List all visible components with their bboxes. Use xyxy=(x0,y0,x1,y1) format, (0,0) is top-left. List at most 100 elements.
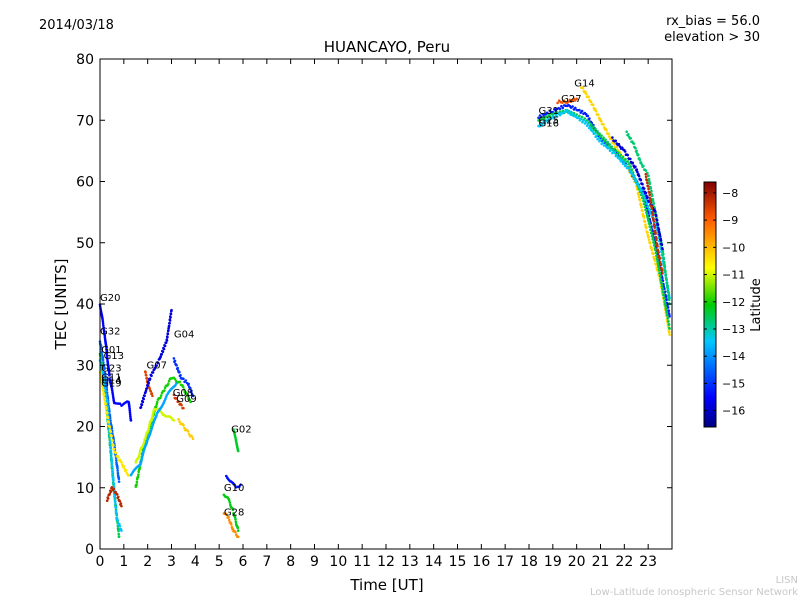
data-point xyxy=(190,435,194,438)
data-point xyxy=(666,317,670,320)
x-tick-label: 18 xyxy=(520,554,538,570)
data-point xyxy=(178,420,181,424)
data-point xyxy=(162,347,166,351)
data-point xyxy=(612,142,616,145)
data-point xyxy=(128,411,132,414)
data-point xyxy=(644,172,648,176)
data-point xyxy=(116,471,120,475)
data-point xyxy=(666,291,670,294)
data-point xyxy=(570,112,574,115)
series-G04-tail xyxy=(172,357,195,398)
data-point xyxy=(104,377,107,381)
data-point xyxy=(191,394,195,398)
data-point xyxy=(100,350,103,354)
data-point xyxy=(619,153,623,157)
data-point xyxy=(599,117,602,121)
data-point xyxy=(599,119,603,123)
data-point xyxy=(577,116,580,119)
data-point xyxy=(656,258,659,261)
data-point xyxy=(141,455,144,459)
data-point xyxy=(109,446,113,450)
data-point xyxy=(597,137,600,140)
data-point xyxy=(647,177,651,181)
data-point xyxy=(624,157,627,161)
data-point xyxy=(105,499,109,503)
data-point xyxy=(177,400,180,403)
data-point xyxy=(646,196,649,199)
data-point xyxy=(128,407,131,411)
data-point xyxy=(579,117,583,121)
data-point xyxy=(102,326,105,329)
data-point xyxy=(102,376,105,380)
data-point xyxy=(665,311,669,314)
data-point xyxy=(637,153,640,157)
data-point xyxy=(668,333,671,336)
satellite-label: G14 xyxy=(574,79,594,90)
data-point xyxy=(142,442,145,446)
data-point xyxy=(663,300,667,303)
data-point xyxy=(599,139,602,142)
data-point xyxy=(591,130,595,133)
data-point xyxy=(602,123,605,126)
data-point xyxy=(538,124,542,128)
data-point xyxy=(108,374,111,377)
data-point xyxy=(114,506,118,510)
data-point xyxy=(641,209,644,213)
data-point xyxy=(565,108,569,112)
data-point xyxy=(636,170,639,174)
series-G11 xyxy=(105,486,123,508)
x-tick-label: 19 xyxy=(544,554,562,570)
data-point xyxy=(119,502,123,505)
data-point xyxy=(668,327,671,330)
data-point xyxy=(651,234,654,237)
data-point xyxy=(661,250,665,253)
data-point xyxy=(109,442,112,446)
data-point xyxy=(595,134,598,137)
data-point xyxy=(659,274,662,278)
data-point xyxy=(640,163,644,166)
data-point xyxy=(160,353,164,356)
satellite-label: G28 xyxy=(224,507,244,518)
data-point xyxy=(141,400,145,404)
data-point xyxy=(627,167,631,170)
data-point xyxy=(648,182,652,185)
data-point xyxy=(637,195,641,198)
data-point xyxy=(642,199,646,202)
data-point xyxy=(235,533,238,536)
data-point xyxy=(117,480,121,483)
data-point xyxy=(183,426,186,430)
receiver-settings: rx_bias = 56.0 elevation > 30 xyxy=(664,14,760,46)
data-point xyxy=(114,451,118,455)
data-point xyxy=(654,232,657,236)
data-point xyxy=(117,477,121,481)
data-point xyxy=(561,106,565,110)
data-point xyxy=(110,486,114,489)
data-point xyxy=(103,367,106,371)
data-point xyxy=(118,500,122,503)
data-point xyxy=(614,139,617,143)
data-point xyxy=(591,103,595,107)
data-point xyxy=(646,181,649,185)
data-point xyxy=(588,126,592,129)
data-point xyxy=(111,432,114,435)
data-point xyxy=(580,109,584,113)
data-point xyxy=(644,175,648,179)
series-G13 xyxy=(98,359,123,532)
data-point xyxy=(173,377,177,381)
data-point xyxy=(660,243,664,247)
data-point xyxy=(120,504,123,508)
data-point xyxy=(574,106,577,110)
colorbar-ticks: −8 −9 −10 −11 −12 −13 −14 −15 −16 xyxy=(704,187,745,418)
data-point xyxy=(137,473,140,476)
data-point xyxy=(651,213,655,217)
data-point xyxy=(543,122,547,125)
series-G28 xyxy=(222,493,240,532)
data-point xyxy=(664,273,668,276)
data-point xyxy=(667,320,670,323)
data-point xyxy=(110,434,113,438)
data-point xyxy=(182,406,185,410)
series-G14 xyxy=(580,86,671,336)
data-point xyxy=(667,323,671,326)
satellite-label: G08 xyxy=(173,388,193,399)
data-point xyxy=(109,449,113,452)
